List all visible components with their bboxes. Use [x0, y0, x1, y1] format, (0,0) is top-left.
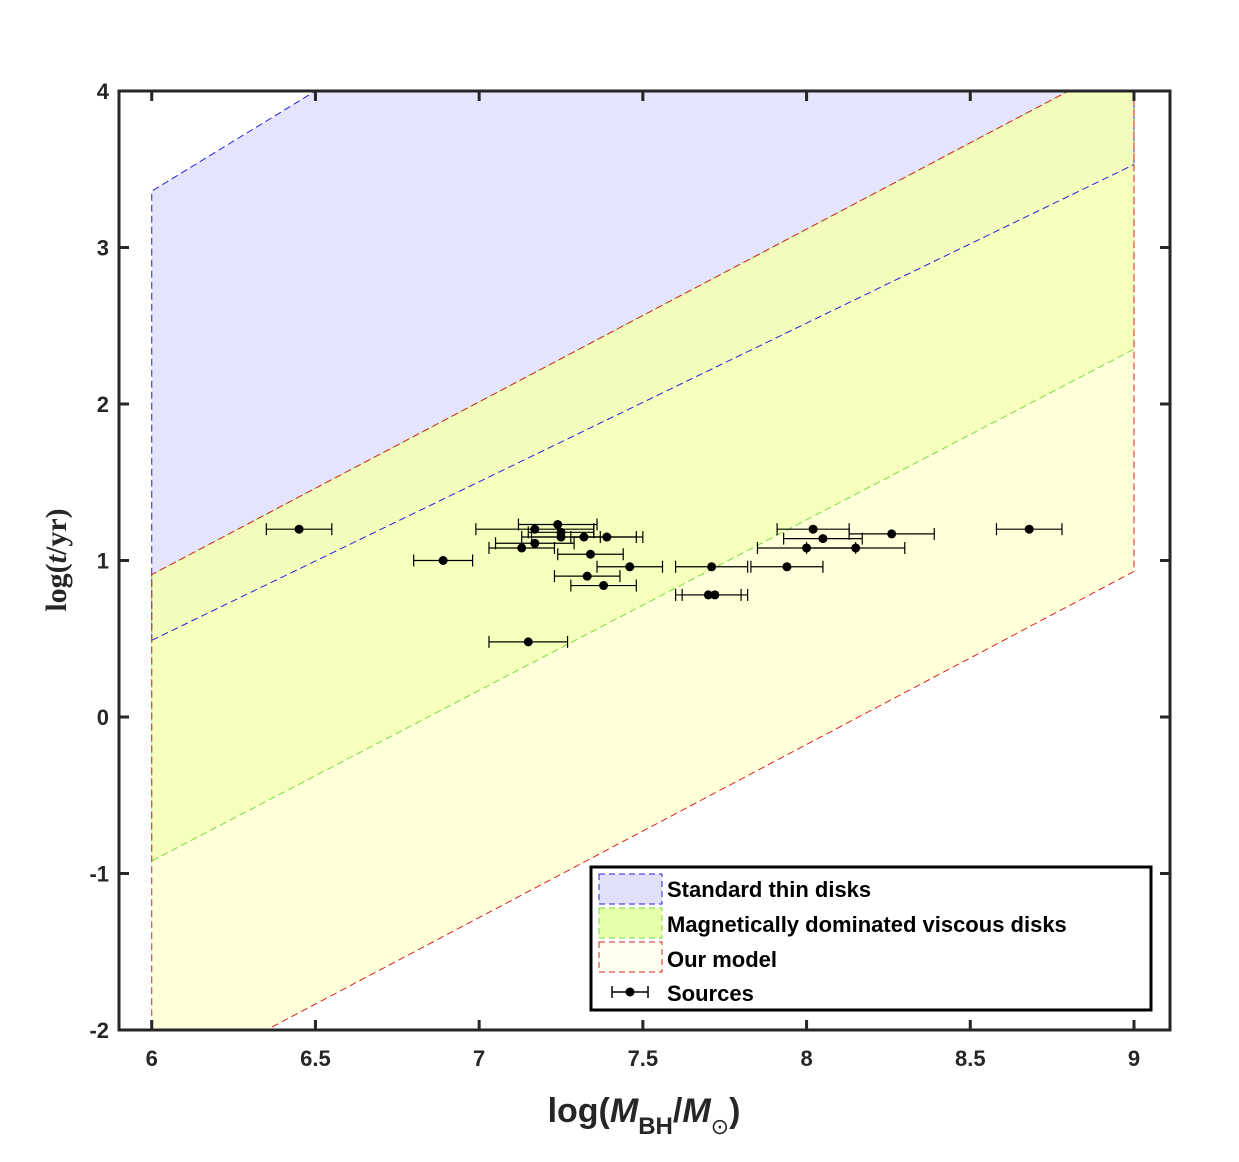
x-axis-label: log(MBH/M⊙): [548, 1092, 741, 1140]
point-marker: [707, 562, 717, 572]
y-tick-label: -2: [89, 1018, 109, 1043]
legend-swatch-magnetic-disks: [598, 907, 663, 939]
x-tick-label: 7.5: [628, 1046, 659, 1071]
legend-marker-sources: [611, 986, 649, 998]
point-marker: [887, 529, 897, 539]
data-point: [596, 560, 664, 573]
y-tick-label: 1: [97, 549, 109, 574]
legend: Standard thin disks Magnetically dominat…: [589, 865, 1153, 1012]
point-marker: [1024, 524, 1034, 534]
legend-swatch-our-model: [598, 941, 663, 973]
legend-label-our-model: Our model: [667, 947, 777, 972]
data-point: [475, 523, 595, 536]
legend-label-magnetic-disks: Magnetically dominated viscous disks: [667, 912, 1067, 937]
data-point: [265, 523, 333, 536]
axes-frame: [117, 89, 1172, 1032]
data-point: [494, 537, 575, 550]
y-tick-label: 2: [97, 392, 109, 417]
data-point: [750, 560, 824, 573]
legend-label-thin-disks: Standard thin disks: [667, 877, 871, 902]
point-marker: [599, 581, 609, 591]
point-marker: [523, 637, 533, 647]
data-point: [995, 523, 1063, 536]
x-tick-label: 8: [800, 1046, 812, 1071]
data-point: [805, 541, 906, 554]
x-tick-label: 8.5: [955, 1046, 986, 1071]
region-outline-2: [151, 91, 1135, 1030]
point-marker: [530, 538, 540, 548]
x-tick-label: 7: [473, 1046, 485, 1071]
x-tick-label: 6: [146, 1046, 158, 1071]
data-point: [675, 560, 749, 573]
y-tick-label: 4: [97, 79, 110, 104]
data-point: [848, 527, 935, 540]
point-marker: [438, 556, 448, 565]
point-marker: [625, 562, 635, 572]
point-marker: [294, 524, 304, 534]
data-point: [557, 548, 624, 561]
data-point: [570, 531, 644, 544]
point-marker: [782, 562, 792, 572]
point-marker: [553, 520, 563, 530]
y-tick-label: 3: [97, 236, 109, 261]
y-tick-label: 0: [97, 705, 109, 730]
legend-box: [589, 865, 1153, 1012]
data-point: [553, 570, 621, 583]
data-point: [413, 554, 474, 567]
x-tick-label: 6.5: [300, 1046, 331, 1071]
point-marker: [808, 524, 818, 534]
x-tick-label: 9: [1128, 1046, 1140, 1071]
legend-swatch-thin-disks: [598, 873, 663, 905]
data-point: [570, 579, 637, 592]
point-marker: [530, 524, 540, 534]
data-point: [488, 635, 569, 648]
y-axis-label: log(t/yr): [40, 508, 73, 611]
tick-labels-layer: 6 6.5 7 7.5 8 8.5 9 -2 -1 0 1 2 3 4: [89, 79, 1140, 1071]
data-point: [517, 518, 598, 531]
legend-label-sources: Sources: [667, 981, 754, 1006]
data-points-layer: [265, 518, 1063, 648]
regions-layer: [151, 91, 1135, 1030]
region-outline-0: [151, 91, 1135, 642]
data-point: [488, 541, 556, 554]
point-marker: [851, 543, 861, 553]
region-2: [151, 91, 1134, 1030]
point-marker: [818, 534, 828, 544]
point-marker: [585, 549, 595, 559]
y-tick-label: -1: [89, 862, 109, 887]
point-marker: [602, 532, 612, 542]
point-marker: [517, 543, 527, 553]
point-marker: [582, 571, 592, 581]
point-marker: [710, 590, 720, 600]
data-point: [681, 588, 749, 601]
